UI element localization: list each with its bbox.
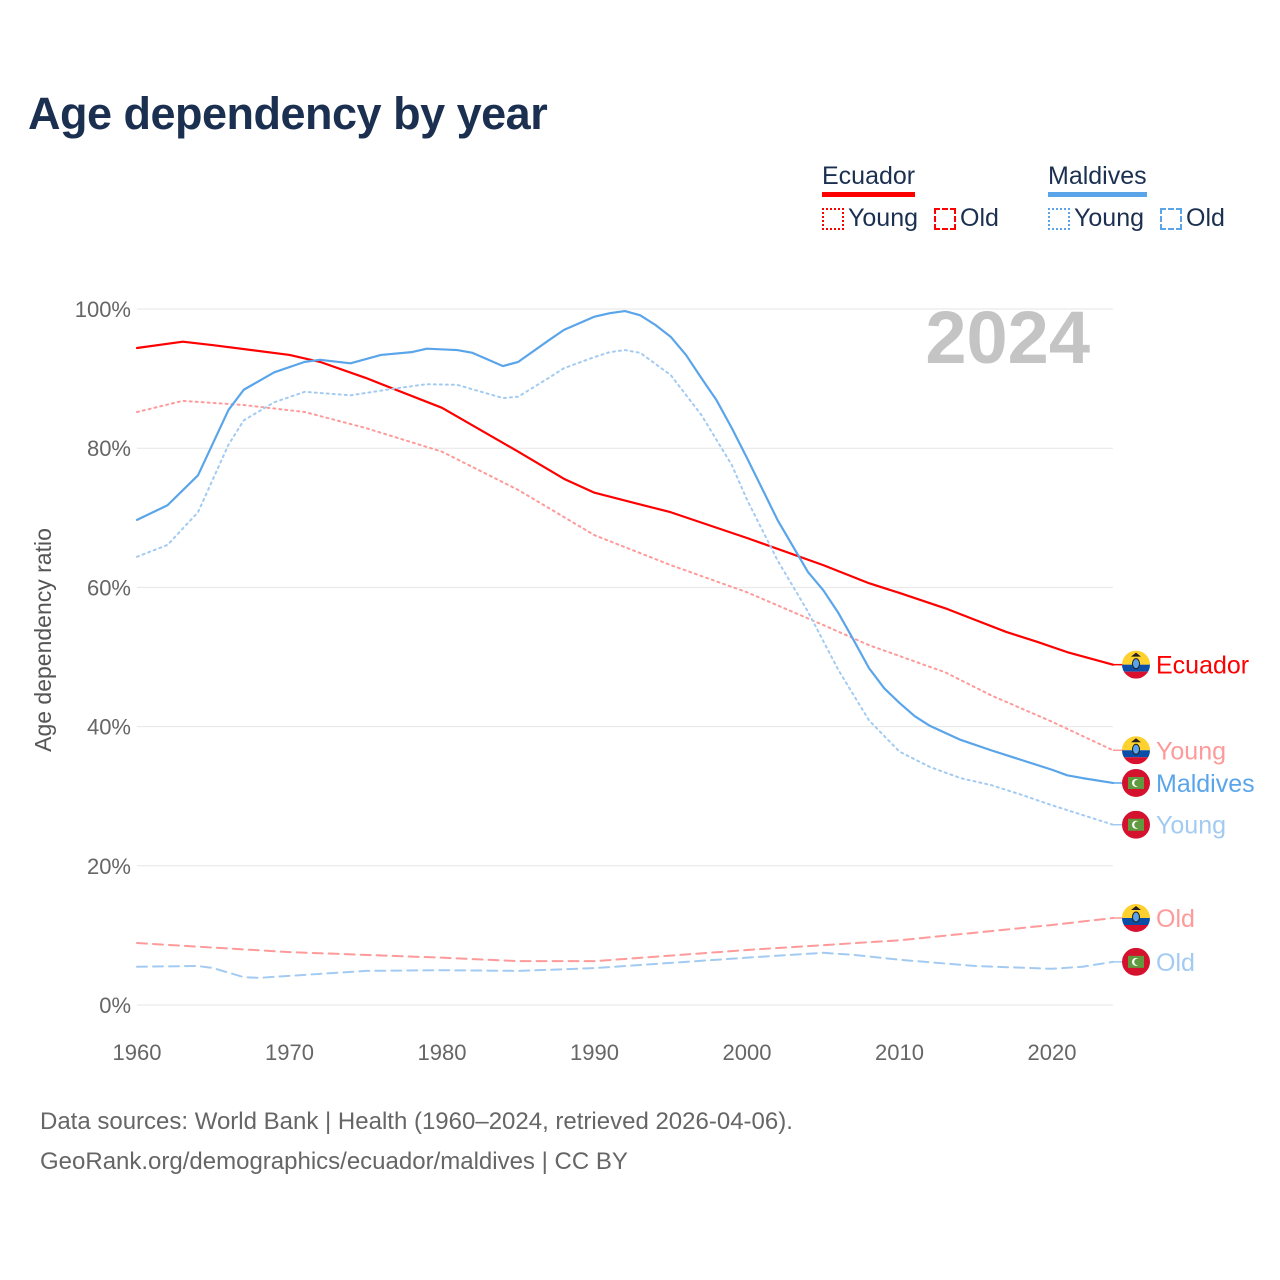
series-end-label: Ecuador [1156, 652, 1249, 680]
flag-body [1122, 768, 1150, 797]
series-line-ecuador [135, 340, 1115, 666]
series-line-ecuador-young [136, 399, 1114, 752]
legend-label: Young [1074, 204, 1144, 232]
series-line-maldives [135, 309, 1115, 785]
y-axis-title: Age dependency ratio [30, 528, 56, 752]
dashed-swatch-icon [1160, 207, 1182, 230]
flag-crescent-cut [1134, 958, 1141, 966]
ecuador-flag-icon [1122, 904, 1150, 932]
legend-country-label: Maldives [1048, 162, 1147, 197]
x-tick-label: 2000 [723, 1040, 772, 1065]
legend-group-ecuador: Ecuador Young Old [822, 162, 999, 232]
y-tick-label: 80% [87, 436, 131, 461]
y-tick-label: 100% [75, 297, 131, 322]
dotted-swatch-icon [822, 207, 844, 230]
series-end-label: Young [1156, 812, 1226, 840]
flag-crescent-cut [1134, 821, 1141, 829]
legend-item-old: Old [1160, 204, 1225, 233]
series-line-maldives-young [136, 349, 1114, 826]
flag-condor [1131, 652, 1141, 657]
series-end-label: Old [1156, 905, 1195, 933]
x-tick-label: 2010 [875, 1040, 924, 1065]
series-end-label: Maldives [1156, 770, 1255, 798]
flag-red-band [1122, 757, 1150, 765]
x-tick-label: 1960 [113, 1040, 162, 1065]
flag-body [1122, 947, 1150, 976]
dotted-swatch-icon [1048, 207, 1070, 230]
legend-item-young: Young [1048, 204, 1144, 233]
y-tick-label: 20% [87, 854, 131, 879]
maldives-flag-icon [1122, 947, 1150, 976]
flag-body [1122, 736, 1150, 765]
y-tick-label: 60% [87, 575, 131, 600]
chart-title: Age dependency by year [28, 88, 548, 139]
x-tick-label: 2020 [1028, 1040, 1077, 1065]
series-end-label: Young [1156, 737, 1226, 765]
flag-emblem [1132, 658, 1140, 670]
line-chart: 0% 20% 40% 60% 80% 100% 1960 1970 1980 1990 2000 20… [30, 296, 1255, 1065]
flag-body [1122, 810, 1150, 839]
legend-label: Old [960, 204, 999, 232]
flag-emblem [1132, 743, 1140, 755]
flag-body [1122, 904, 1150, 932]
flag-red-band [1122, 925, 1150, 932]
x-tick-label: 1980 [418, 1040, 467, 1065]
legend-label: Young [848, 204, 918, 232]
maldives-flag-icon [1122, 768, 1150, 797]
flag-yellow-band [1122, 736, 1150, 751]
flag-yellow-band [1122, 650, 1150, 665]
series-line-maldives-old [136, 951, 1114, 979]
series-end-label: Old [1156, 949, 1195, 977]
legend-item-young: Young [822, 204, 918, 233]
flag-crescent-cut [1134, 779, 1141, 787]
flag-emblem [1132, 911, 1140, 923]
flag-yellow-band [1122, 904, 1150, 918]
y-tick-label: 40% [87, 715, 131, 740]
footer-sources: Data sources: World Bank | Health (1960–… [40, 1108, 793, 1135]
ecuador-flag-icon [1122, 650, 1150, 679]
dashed-swatch-icon [934, 207, 956, 230]
legend-country-label: Ecuador [822, 162, 916, 197]
flag-body [1122, 650, 1150, 679]
year-watermark: 2024 [925, 296, 1090, 379]
maldives-flag-icon [1122, 810, 1150, 839]
x-tick-label: 1970 [265, 1040, 314, 1065]
flag-condor [1131, 738, 1141, 743]
series-line-ecuador-old [136, 917, 1114, 963]
ecuador-flag-icon [1122, 736, 1150, 765]
legend-group-maldives: Maldives Young Old [1048, 162, 1225, 232]
footer-attribution: GeoRank.org/demographics/ecuador/maldive… [40, 1148, 628, 1175]
legend-label: Old [1186, 204, 1225, 232]
y-tick-label: 0% [99, 993, 131, 1018]
legend-item-old: Old [934, 204, 999, 233]
flag-condor [1131, 906, 1141, 910]
x-tick-label: 1990 [570, 1040, 619, 1065]
flag-red-band [1122, 671, 1150, 679]
